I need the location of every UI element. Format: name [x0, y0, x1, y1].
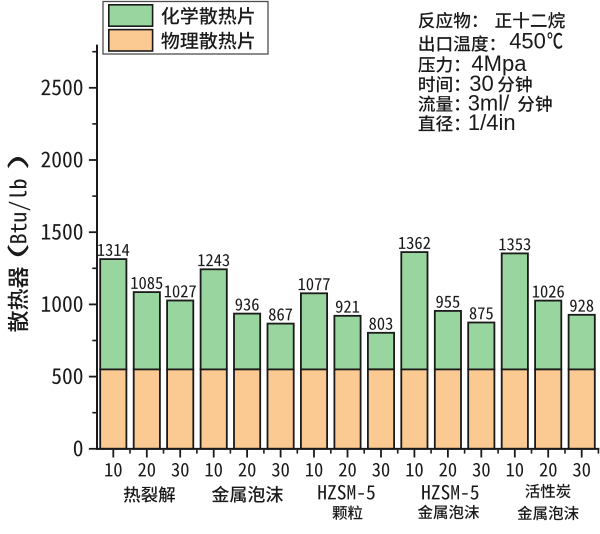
- svg-text:3ml/: 3ml/: [468, 91, 510, 116]
- svg-text:1/4in: 1/4in: [468, 110, 516, 135]
- svg-text:4Mpa: 4Mpa: [471, 51, 527, 76]
- svg-text:30: 30: [469, 71, 493, 96]
- svg-text:450: 450: [509, 29, 546, 54]
